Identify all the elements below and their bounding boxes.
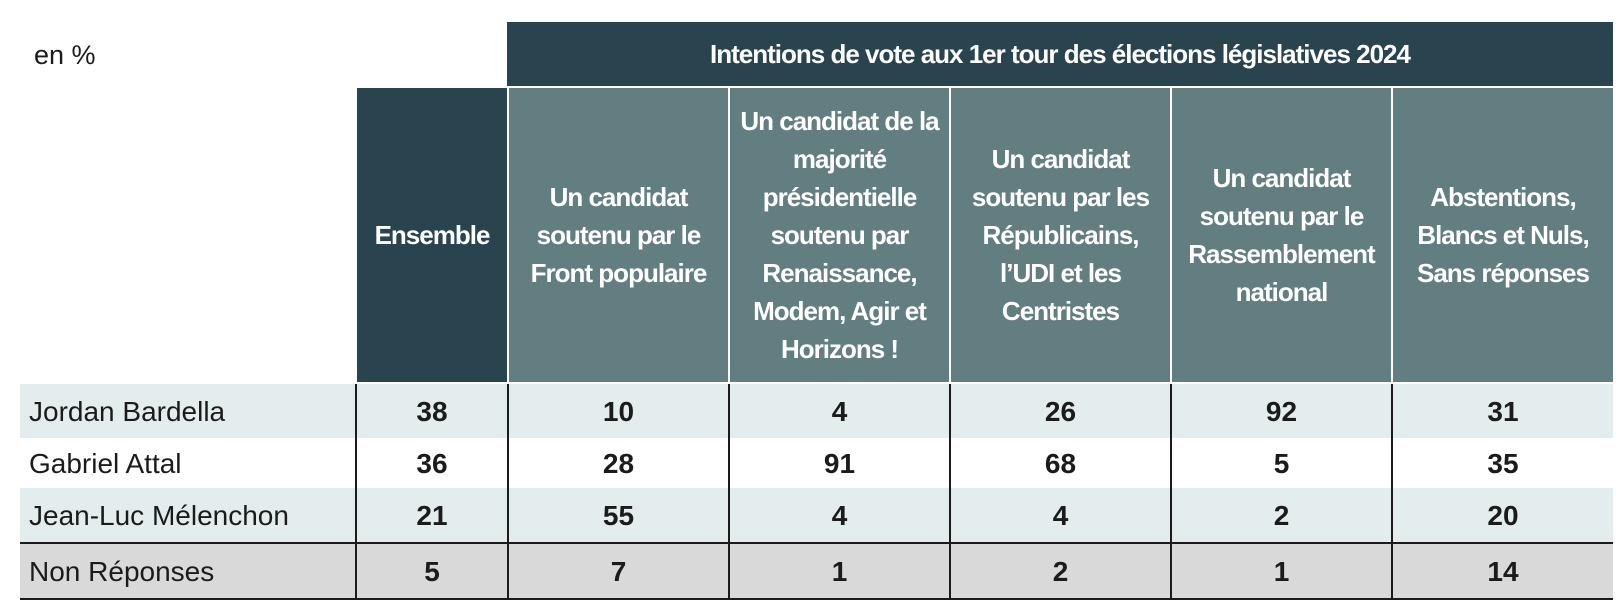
column-header-republicains: Un candidat soutenu par les Républicains… bbox=[951, 88, 1170, 382]
table-cell: 21 bbox=[416, 500, 448, 531]
table-cell: 7 bbox=[610, 556, 627, 587]
table-row: Jordan Bardella bbox=[20, 384, 1613, 438]
table-cell: 20 bbox=[1487, 500, 1519, 531]
table-cell: 14 bbox=[1487, 556, 1519, 587]
table-cell: 35 bbox=[1487, 448, 1519, 479]
column-header-abstentions: Abstentions, Blancs et Nuls, Sans répons… bbox=[1393, 88, 1613, 382]
column-header-ensemble: Ensemble bbox=[357, 88, 507, 382]
table-cell: 2 bbox=[1052, 556, 1069, 587]
table-cell: 68 bbox=[1044, 448, 1077, 479]
table-cell: 2 bbox=[1273, 500, 1290, 531]
column-header-majorite-presidentielle: Un candidat de la majorité présidentiell… bbox=[730, 88, 949, 382]
row-label-attal: Gabriel Attal bbox=[29, 448, 182, 479]
table-cell: 4 bbox=[1052, 500, 1069, 531]
unit-label: en % bbox=[34, 40, 96, 70]
column-divider bbox=[507, 384, 509, 598]
column-divider bbox=[949, 384, 951, 598]
row-divider bbox=[20, 542, 1613, 544]
table-cell: 4 bbox=[831, 396, 848, 427]
column-divider bbox=[1170, 384, 1172, 598]
table-row: Jean-Luc Mélenchon bbox=[20, 488, 1613, 542]
table-cell: 36 bbox=[416, 448, 448, 479]
row-label-bardella: Jordan Bardella bbox=[29, 396, 226, 427]
column-header-rassemblement-national: Un candidat soutenu par le Rassemblement… bbox=[1172, 88, 1391, 382]
table-cell: 5 bbox=[424, 556, 440, 587]
table-row: Non Réponses bbox=[20, 544, 1613, 598]
table-bottom-border bbox=[20, 598, 1613, 600]
column-divider bbox=[728, 384, 730, 598]
table-cell: 55 bbox=[602, 500, 635, 531]
table-cell: 28 bbox=[602, 448, 635, 479]
table-cell: 91 bbox=[823, 448, 856, 479]
column-divider bbox=[355, 384, 357, 598]
table-super-header: Intentions de vote aux 1er tour des élec… bbox=[507, 22, 1613, 86]
table-cell: 5 bbox=[1273, 448, 1290, 479]
row-label-melenchon: Jean-Luc Mélenchon bbox=[29, 500, 289, 531]
table-cell: 4 bbox=[831, 500, 848, 531]
table-row: Gabriel Attal bbox=[20, 438, 1613, 488]
table-cell: 1 bbox=[1273, 556, 1290, 587]
table-cell: 31 bbox=[1487, 396, 1519, 427]
table-cell: 38 bbox=[416, 396, 448, 427]
table-cell: 92 bbox=[1265, 396, 1298, 427]
column-divider bbox=[1391, 384, 1393, 598]
table-cell: 10 bbox=[602, 396, 635, 427]
table-cell: 26 bbox=[1044, 396, 1077, 427]
table-cell: 1 bbox=[831, 556, 848, 587]
column-header-front-populaire: Un candidat soutenu par le Front populai… bbox=[509, 88, 728, 382]
row-label-non-reponses: Non Réponses bbox=[29, 556, 215, 587]
